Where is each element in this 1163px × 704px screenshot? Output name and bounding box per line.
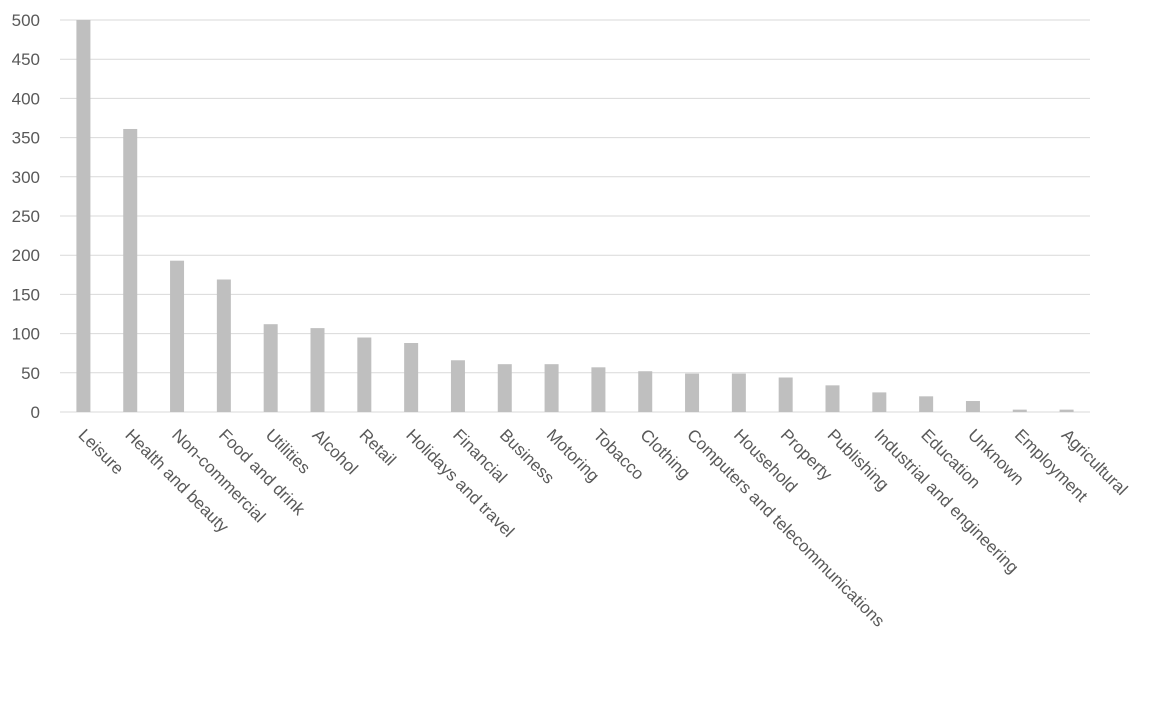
- bar: [76, 20, 91, 412]
- y-tick-label: 50: [21, 364, 40, 383]
- bar: [591, 367, 606, 412]
- bar: [919, 396, 934, 412]
- x-tick-label: Leisure: [75, 425, 128, 478]
- x-tick-label: Retail: [355, 425, 399, 469]
- bar: [170, 260, 185, 412]
- bar: [872, 392, 887, 412]
- y-axis-tick-labels: 0 50 100 150 200 250 300 350 400 450 500: [12, 11, 40, 422]
- bar: [965, 401, 980, 412]
- bar: [685, 373, 700, 412]
- bar: [1012, 409, 1027, 412]
- bar: [1059, 409, 1074, 412]
- y-tick-label: 450: [12, 50, 40, 69]
- y-tick-label: 0: [31, 403, 40, 422]
- bar: [404, 343, 419, 412]
- bar: [450, 360, 465, 412]
- bar: [357, 337, 372, 412]
- y-tick-label: 200: [12, 246, 40, 265]
- bar: [263, 324, 278, 412]
- bar: [497, 364, 512, 412]
- y-tick-label: 150: [12, 285, 40, 304]
- x-tick-label: Clothing: [636, 425, 694, 483]
- bar: [778, 377, 793, 412]
- gridlines: [60, 19, 1090, 413]
- y-tick-label: 350: [12, 129, 40, 148]
- y-tick-label: 400: [12, 89, 40, 108]
- x-tick-label: Alcohol: [309, 425, 362, 478]
- bar: [310, 328, 325, 412]
- bars: [76, 20, 1074, 412]
- y-tick-label: 100: [12, 325, 40, 344]
- bar: [123, 128, 138, 412]
- bar: [731, 373, 746, 412]
- bar: [638, 371, 653, 412]
- y-tick-label: 500: [12, 11, 40, 30]
- bar: [544, 364, 559, 412]
- y-tick-label: 250: [12, 207, 40, 226]
- y-tick-label: 300: [12, 168, 40, 187]
- bar: [216, 279, 231, 412]
- bar: [825, 385, 840, 412]
